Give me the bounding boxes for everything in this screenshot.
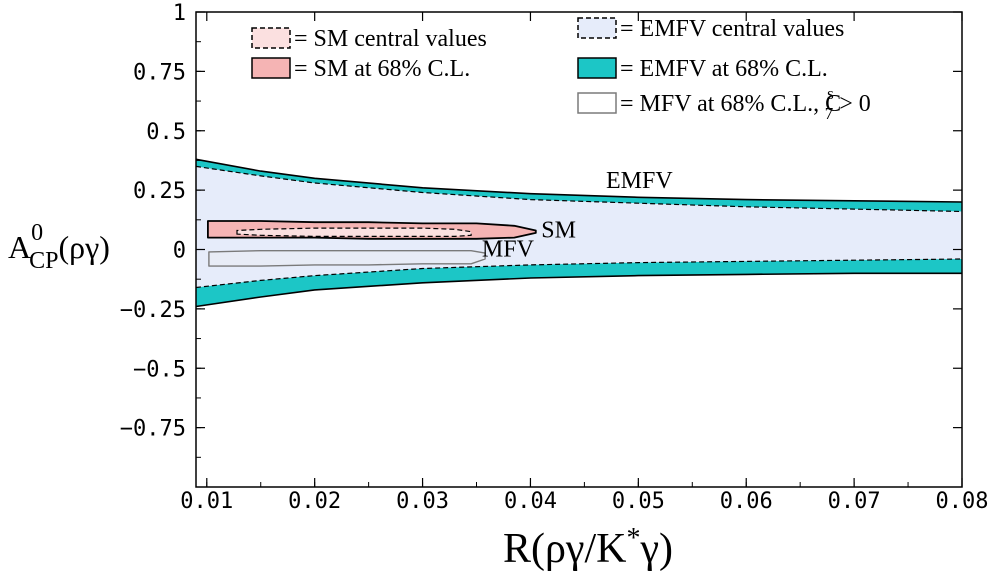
emfv-central-lower-edge (195, 258, 963, 289)
legend-label: = SM central values (294, 26, 487, 52)
y-tick-label: 0.5 (146, 120, 186, 145)
x-tick-label: 0.01 (180, 489, 233, 514)
axis-ticks: 0.01 0.02 0.03 0.04 0.05 0.06 0.07 0.08 1 0.75 0.5… (120, 1, 989, 514)
legend-swatch (577, 92, 617, 114)
y-tick-label: −0.75 (120, 417, 186, 442)
y-tick-label: 0.75 (133, 60, 186, 85)
legend-item-emfv-cl: = EMFV at 68% C.L. (577, 56, 828, 82)
legend-swatch (251, 27, 291, 49)
emfv-central-upper-edge (195, 165, 963, 213)
legend-swatch (577, 57, 617, 79)
legend-label: = MFV at 68% C.L., Cs 7 > 0 (620, 84, 871, 123)
legend-item-sm-cl: = SM at 68% C.L. (251, 56, 470, 82)
y-tick-label: 0.25 (133, 179, 186, 204)
x-axis-label: R(ργ/K*γ) (503, 523, 673, 573)
legend-item-emfv-central: = EMFV central values (577, 16, 844, 42)
y-tick-label: 0 (173, 239, 186, 264)
annotation-emfv: EMFV (606, 168, 673, 194)
legend: = SM central values = EMFV central values… (251, 16, 871, 123)
y-axis-label: A0 CP(ργ) (8, 220, 110, 274)
chart-bands (195, 158, 963, 308)
annotation-sm: SM (541, 218, 576, 244)
legend-label: = SM at 68% C.L. (294, 56, 470, 82)
emfv-cl-lower-edge (195, 272, 962, 308)
annotation-mfv: MFV (482, 237, 535, 263)
legend-swatch (577, 17, 617, 39)
x-tick-label: 0.02 (288, 489, 341, 514)
legend-label: = EMFV central values (620, 16, 844, 42)
legend-item-mfv: = MFV at 68% C.L., Cs 7 > 0 (577, 84, 871, 123)
y-tick-label: −0.25 (120, 298, 186, 323)
x-tick-label: 0.06 (720, 489, 773, 514)
legend-label: = EMFV at 68% C.L. (620, 56, 828, 82)
x-tick-label: 0.04 (504, 489, 557, 514)
x-tick-label: 0.03 (396, 489, 449, 514)
series-mfv-region (208, 250, 486, 267)
y-tick-label: −0.5 (133, 357, 186, 382)
x-tick-label: 0.08 (936, 489, 989, 514)
legend-item-sm-central: = SM central values (251, 26, 487, 52)
legend-swatch (251, 57, 291, 79)
series-sm-central-region (236, 227, 472, 237)
x-tick-label: 0.05 (612, 489, 665, 514)
x-tick-label: 0.07 (828, 489, 881, 514)
emfv-cl-upper-edge (195, 158, 963, 203)
y-tick-label: 1 (173, 1, 186, 26)
